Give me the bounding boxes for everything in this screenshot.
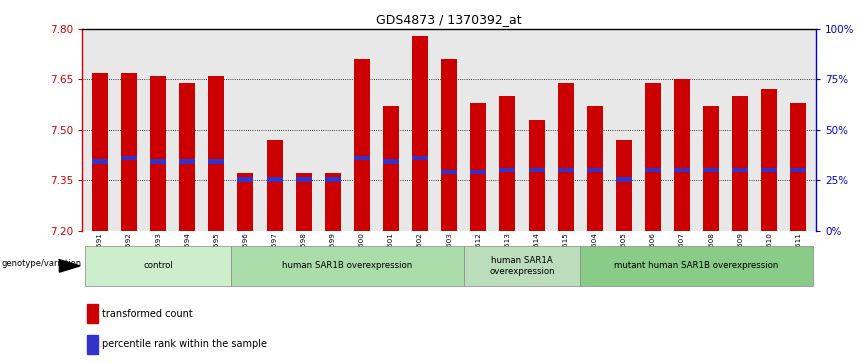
Bar — [150, 76, 166, 231]
Bar — [529, 168, 544, 172]
FancyBboxPatch shape — [580, 246, 813, 286]
Bar — [703, 168, 720, 172]
Bar — [238, 177, 253, 182]
Bar — [179, 159, 195, 164]
Bar — [470, 170, 486, 174]
Bar — [208, 159, 224, 164]
Bar — [557, 168, 574, 172]
Bar — [412, 156, 428, 160]
Bar — [296, 174, 312, 231]
Bar — [87, 335, 97, 354]
Text: human SAR1A
overexpression: human SAR1A overexpression — [490, 256, 555, 276]
Bar — [325, 177, 341, 182]
Bar — [296, 177, 312, 182]
Text: transformed count: transformed count — [102, 309, 193, 319]
Bar — [791, 168, 806, 172]
Text: percentile rank within the sample: percentile rank within the sample — [102, 339, 267, 349]
Bar — [645, 168, 661, 172]
Bar — [383, 106, 399, 231]
FancyBboxPatch shape — [464, 246, 580, 286]
Bar — [441, 170, 457, 174]
Bar — [557, 83, 574, 231]
Bar — [354, 156, 370, 160]
Title: GDS4873 / 1370392_at: GDS4873 / 1370392_at — [377, 13, 522, 26]
Text: control: control — [143, 261, 173, 270]
Bar — [121, 156, 137, 160]
Bar — [470, 103, 486, 231]
Text: genotype/variation: genotype/variation — [2, 259, 82, 268]
Bar — [325, 174, 341, 231]
Bar — [412, 36, 428, 231]
Bar — [121, 73, 137, 231]
Text: mutant human SAR1B overexpression: mutant human SAR1B overexpression — [615, 261, 779, 270]
Bar — [761, 168, 778, 172]
Bar — [674, 79, 690, 231]
Text: human SAR1B overexpression: human SAR1B overexpression — [282, 261, 412, 270]
Bar — [674, 168, 690, 172]
Bar — [791, 103, 806, 231]
Bar — [499, 168, 516, 172]
FancyBboxPatch shape — [85, 246, 231, 286]
Bar — [615, 140, 632, 231]
Bar — [150, 159, 166, 164]
Bar — [383, 159, 399, 164]
Bar — [208, 76, 224, 231]
Bar — [587, 168, 602, 172]
Bar — [587, 106, 602, 231]
Bar — [179, 83, 195, 231]
Bar — [238, 174, 253, 231]
Bar — [266, 177, 283, 182]
Bar — [499, 96, 516, 231]
Bar — [733, 168, 748, 172]
FancyBboxPatch shape — [231, 246, 464, 286]
Bar — [529, 120, 544, 231]
Bar — [92, 159, 108, 164]
Bar — [615, 177, 632, 182]
Bar — [441, 59, 457, 231]
Bar — [92, 73, 108, 231]
Bar — [87, 304, 97, 323]
Bar — [266, 140, 283, 231]
Bar — [354, 59, 370, 231]
Bar — [733, 96, 748, 231]
Bar — [703, 106, 720, 231]
Polygon shape — [59, 260, 80, 272]
Bar — [761, 90, 778, 231]
Bar — [645, 83, 661, 231]
